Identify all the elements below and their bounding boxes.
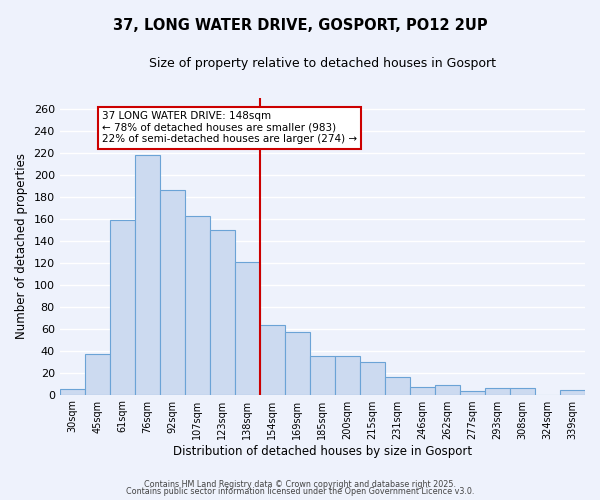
Bar [435,384,460,394]
Bar [360,362,385,394]
X-axis label: Distribution of detached houses by size in Gosport: Distribution of detached houses by size … [173,444,472,458]
Y-axis label: Number of detached properties: Number of detached properties [15,154,28,340]
Bar [59,389,85,394]
Title: Size of property relative to detached houses in Gosport: Size of property relative to detached ho… [149,58,496,70]
Bar [160,190,185,394]
Bar [260,326,285,394]
Bar [410,387,435,394]
Bar [335,356,360,395]
Text: Contains HM Land Registry data © Crown copyright and database right 2025.: Contains HM Land Registry data © Crown c… [144,480,456,489]
Bar [110,220,135,394]
Bar [310,356,335,395]
Bar [285,332,310,394]
Text: 37 LONG WATER DRIVE: 148sqm
← 78% of detached houses are smaller (983)
22% of se: 37 LONG WATER DRIVE: 148sqm ← 78% of det… [102,111,358,144]
Bar [210,230,235,394]
Bar [185,216,210,394]
Bar [560,390,585,394]
Text: 37, LONG WATER DRIVE, GOSPORT, PO12 2UP: 37, LONG WATER DRIVE, GOSPORT, PO12 2UP [113,18,487,32]
Bar [85,354,110,395]
Bar [485,388,510,394]
Bar [510,388,535,394]
Bar [385,377,410,394]
Bar [135,155,160,394]
Bar [235,262,260,394]
Bar [460,392,485,394]
Text: Contains public sector information licensed under the Open Government Licence v3: Contains public sector information licen… [126,487,474,496]
